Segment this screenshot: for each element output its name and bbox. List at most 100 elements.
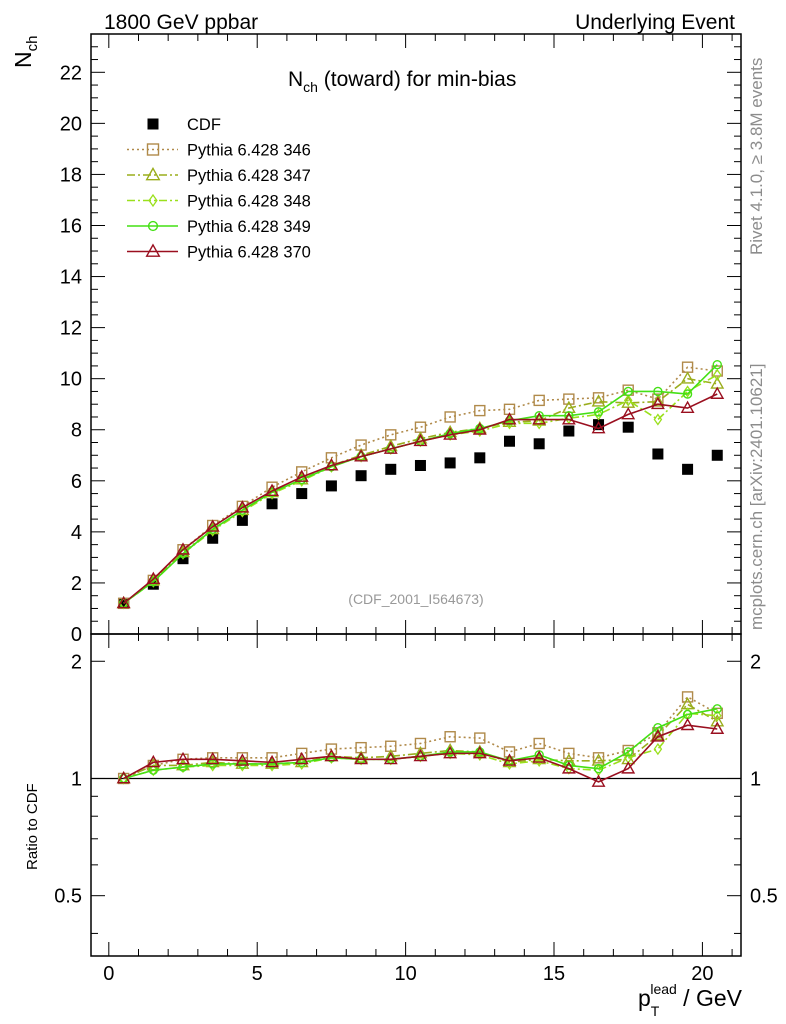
ratio-point-pythia-6-428-370 <box>650 729 665 742</box>
legend-label: Pythia 6.428 348 <box>187 193 311 211</box>
data-point-cdf <box>355 470 367 482</box>
legend-marker <box>145 166 161 181</box>
data-point-pythia-6-428-347 <box>680 371 695 384</box>
data-point-pythia-6-428-370 <box>413 433 428 447</box>
ratio-point-pythia-6-428-346 <box>236 752 249 764</box>
ratio-point-pythia-6-428-370 <box>383 751 398 765</box>
ratio-y-tick-label: 0.5 <box>54 886 82 908</box>
ratio-point-pythia-6-428-370 <box>472 745 487 759</box>
legend-item-cdf: CDF <box>147 116 221 134</box>
ratio-point-pythia-6-428-347 <box>710 714 725 727</box>
data-point-pythia-6-428-347 <box>650 394 665 407</box>
data-point-pythia-6-428-346 <box>592 392 605 404</box>
ratio-point-pythia-6-428-370 <box>532 750 547 763</box>
data-point-pythia-6-428-370 <box>116 595 131 609</box>
data-point-pythia-6-428-370 <box>532 412 547 425</box>
data-point-pythia-6-428-349 <box>653 386 663 397</box>
data-point-cdf <box>266 498 278 510</box>
ratio-point-pythia-6-428-346 <box>711 707 723 720</box>
y-tick-label: 10 <box>60 369 82 391</box>
rivet-version-label: Rivet 4.1.0, ≥ 3.8M events <box>747 58 766 255</box>
ratio-y-axis-label: Ratio to CDF <box>24 783 41 870</box>
ratio-point-pythia-6-428-346 <box>533 737 545 750</box>
ratio-point-pythia-6-428-370 <box>235 753 250 766</box>
x-tick-label: 5 <box>252 963 263 985</box>
x-tick-label: 15 <box>543 963 565 985</box>
data-point-cdf <box>503 435 515 447</box>
data-point-pythia-6-428-370 <box>205 519 220 532</box>
data-point-cdf <box>296 488 308 500</box>
data-point-pythia-6-428-370 <box>354 449 369 462</box>
y-tick-label: 20 <box>60 113 82 135</box>
legend-marker <box>145 243 161 257</box>
ratio-point-pythia-6-428-346 <box>681 691 694 703</box>
legend-item-pythia-6-428-349: Pythia 6.428 349 <box>127 218 311 236</box>
ratio-point-pythia-6-428-347 <box>413 745 428 759</box>
ratio-point-pythia-6-428-370 <box>354 751 369 765</box>
ratio-y-tick-label-right: 2 <box>750 651 761 673</box>
data-point-pythia-6-428-349 <box>623 386 633 397</box>
main-series-layer <box>116 359 725 610</box>
data-point-cdf <box>533 438 545 450</box>
ratio-point-pythia-6-428-347 <box>502 754 517 768</box>
y-tick-label: 8 <box>71 420 82 442</box>
y-tick-label: 16 <box>60 215 82 237</box>
plot-title: Nch (toward) for min-bias <box>288 68 516 95</box>
data-point-cdf <box>563 425 575 437</box>
legend-label: Pythia 6.428 370 <box>187 244 311 262</box>
ratio-y-tick-label-right: 0.5 <box>750 886 778 908</box>
ratio-y-tick-label: 1 <box>71 768 82 790</box>
legend-marker <box>147 220 159 232</box>
y-tick-label: 12 <box>60 318 82 340</box>
data-point-pythia-6-428-349 <box>593 407 604 417</box>
data-point-cdf <box>236 514 248 526</box>
legend-marker <box>147 118 159 130</box>
data-point-pythia-6-428-370 <box>146 571 161 585</box>
legend-item-pythia-6-428-348: Pythia 6.428 348 <box>127 193 311 211</box>
data-point-pythia-6-428-348 <box>623 394 633 407</box>
ratio-point-pythia-6-428-347 <box>383 748 398 762</box>
ratio-point-pythia-6-428-370 <box>502 753 517 766</box>
header-left-label: 1800 GeV ppbar <box>104 11 258 34</box>
ratio-y-tick-label-right: 1 <box>750 768 761 790</box>
data-point-pythia-6-428-370 <box>621 406 636 420</box>
legend-label: Pythia 6.428 346 <box>187 142 311 160</box>
ratio-point-pythia-6-428-348 <box>505 757 514 771</box>
x-tick-label: 0 <box>103 963 114 985</box>
ratio-line-pythia-6-428-348 <box>123 712 718 780</box>
data-point-cdf <box>593 419 605 431</box>
ratio-point-pythia-6-428-370 <box>591 774 606 787</box>
ratio-point-pythia-6-428-370 <box>413 748 428 762</box>
data-point-cdf <box>622 421 634 433</box>
header-right-label: Underlying Event <box>575 11 735 34</box>
ratio-point-pythia-6-428-370 <box>294 751 309 765</box>
ratio-point-pythia-6-428-370 <box>116 771 131 784</box>
legend: CDF Pythia 6.428 346 Pythia 6.428 347 Pythi… <box>127 116 311 262</box>
data-point-pythia-6-428-370 <box>383 441 398 454</box>
legend-item-pythia-6-428-370: Pythia 6.428 370 <box>127 243 311 262</box>
ratio-series-layer <box>91 691 741 787</box>
ratio-point-pythia-6-428-370 <box>710 721 725 734</box>
data-point-pythia-6-428-370 <box>472 422 487 435</box>
ratio-point-pythia-6-428-370 <box>561 761 576 774</box>
ratio-point-pythia-6-428-349 <box>593 763 604 774</box>
data-point-cdf <box>444 457 456 469</box>
ratio-point-pythia-6-428-348 <box>712 709 722 722</box>
data-point-cdf <box>385 463 397 475</box>
series-line-pythia-6-428-370 <box>123 393 718 604</box>
data-point-pythia-6-428-348 <box>683 385 692 398</box>
x-tick-label: 20 <box>691 963 713 985</box>
data-point-cdf <box>682 463 694 475</box>
ratio-point-pythia-6-428-370 <box>621 761 636 774</box>
data-point-pythia-6-428-370 <box>591 421 606 434</box>
legend-label: Pythia 6.428 347 <box>187 167 311 185</box>
ratio-point-pythia-6-428-346 <box>444 731 456 743</box>
data-point-pythia-6-428-370 <box>710 386 725 399</box>
ratio-line-pythia-6-428-347 <box>123 703 718 780</box>
ratio-y-tick-label: 2 <box>71 651 82 673</box>
main-y-axis-label: Nch <box>10 36 41 68</box>
series-line-pythia-6-428-346 <box>123 366 718 604</box>
data-point-pythia-6-428-348 <box>712 368 722 381</box>
